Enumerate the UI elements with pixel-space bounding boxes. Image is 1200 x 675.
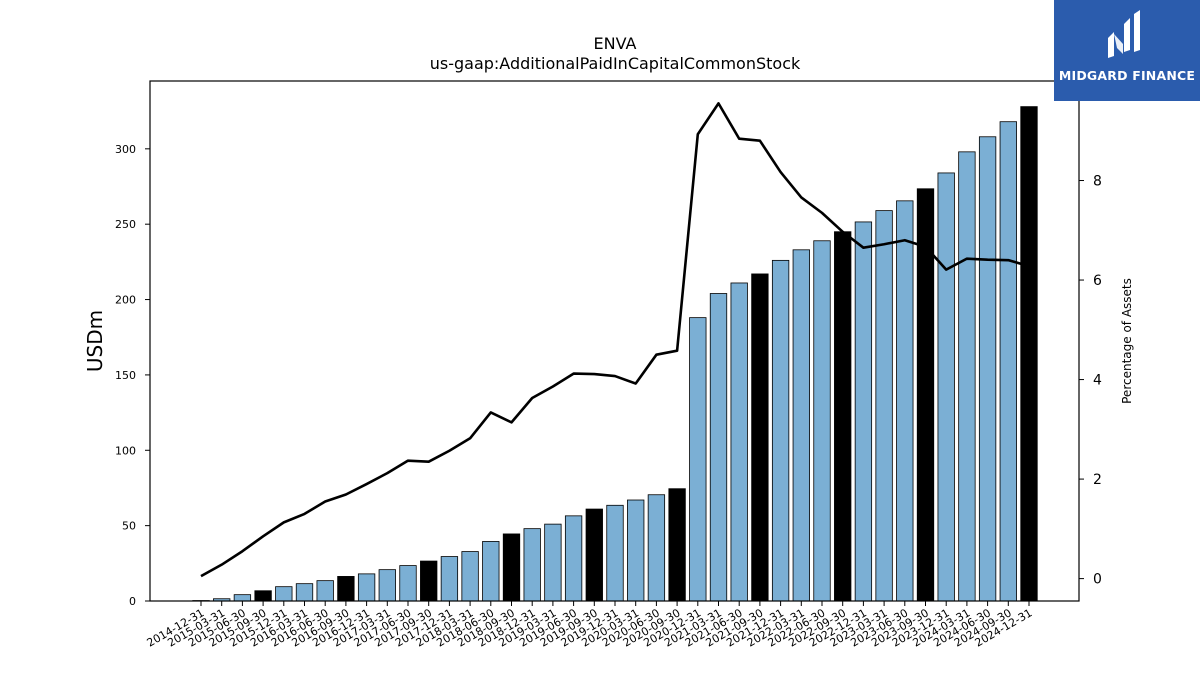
y2-axis-label: Percentage of Assets [1120,278,1134,404]
bar-2018-12-31 [523,528,541,602]
y-tick-label-0: 0 [129,595,136,608]
bar-2019-09-30 [585,508,603,602]
y-axis-label: USDm [83,310,107,372]
bar-2022-06-30 [813,240,831,602]
y-tick-label-50: 50 [122,520,136,533]
bar-2016-03-31 [295,583,314,602]
bar-2018-09-30 [502,533,521,602]
bar-2020-03-31 [627,499,645,602]
midgard-logo-icon [1108,10,1140,58]
bar-2020-12-31 [689,317,707,602]
bar-2016-09-30 [337,576,355,602]
bar-2015-09-30 [254,590,272,602]
y-tick-label-300: 300 [115,143,136,156]
bar-2016-12-31 [357,573,376,602]
y-tick-label-250: 250 [115,218,136,231]
bar-2019-06-30 [564,515,583,602]
bar-2023-09-30 [916,188,935,602]
percentage-line [200,102,1030,578]
bar-2023-06-30 [896,200,914,602]
bar-2016-06-30 [316,580,334,602]
y-tick-label-100: 100 [115,444,136,457]
chart-title: ENVA [594,34,637,53]
bar-2021-09-30 [751,273,769,602]
bar-2021-12-31 [771,259,790,602]
y2-tick-label-6: 6 [1093,273,1102,289]
bar-2018-06-30 [482,541,500,602]
chart-subtitle: us-gaap:AdditionalPaidInCapitalCommonSto… [430,54,801,73]
bar-2017-03-31 [378,569,396,602]
bar-2015-12-31 [275,586,293,602]
bar-2020-09-30 [668,488,686,602]
brand-logo: MIDGARD FINANCE [1054,0,1200,101]
left-axis: 0 50 100 150 200 250 300 [115,143,150,608]
bar-2021-03-31 [709,293,728,602]
brand-name: MIDGARD FINANCE [1058,68,1196,83]
bar-2019-03-31 [544,523,562,602]
y2-tick-label-2: 2 [1093,472,1102,488]
bar-2018-03-31 [461,551,479,602]
bar-2022-12-31 [854,221,873,602]
y-tick-label-150: 150 [115,369,136,382]
bar-2019-12-31 [606,504,624,602]
percentage-line-path [200,102,1030,578]
bar-2022-09-30 [834,231,852,602]
bar-2017-09-30 [420,560,438,602]
bar-2024-09-30 [999,121,1017,602]
bar-2022-03-31 [792,249,810,602]
bar-2023-12-31 [937,172,955,602]
bar-2024-03-31 [958,151,976,602]
bar-2015-06-30 [233,594,252,602]
bar-2017-12-31 [440,556,459,602]
y2-tick-label-0: 0 [1093,572,1102,588]
y-tick-label-200: 200 [115,294,136,307]
bar-2020-06-30 [647,494,666,602]
x-axis: 2014-12-312015-03-312015-06-302015-09-30… [145,601,1035,650]
bar-2017-06-30 [399,565,417,602]
y2-tick-label-4: 4 [1093,373,1102,389]
bar-2024-06-30 [978,136,997,602]
bars [192,106,1038,602]
right-axis: 0 2 4 6 8 [1079,174,1102,588]
bar-2024-12-31 [1020,106,1038,602]
bar-2021-06-30 [730,282,748,602]
bar-2023-03-31 [875,210,893,602]
y2-tick-label-8: 8 [1093,174,1102,190]
